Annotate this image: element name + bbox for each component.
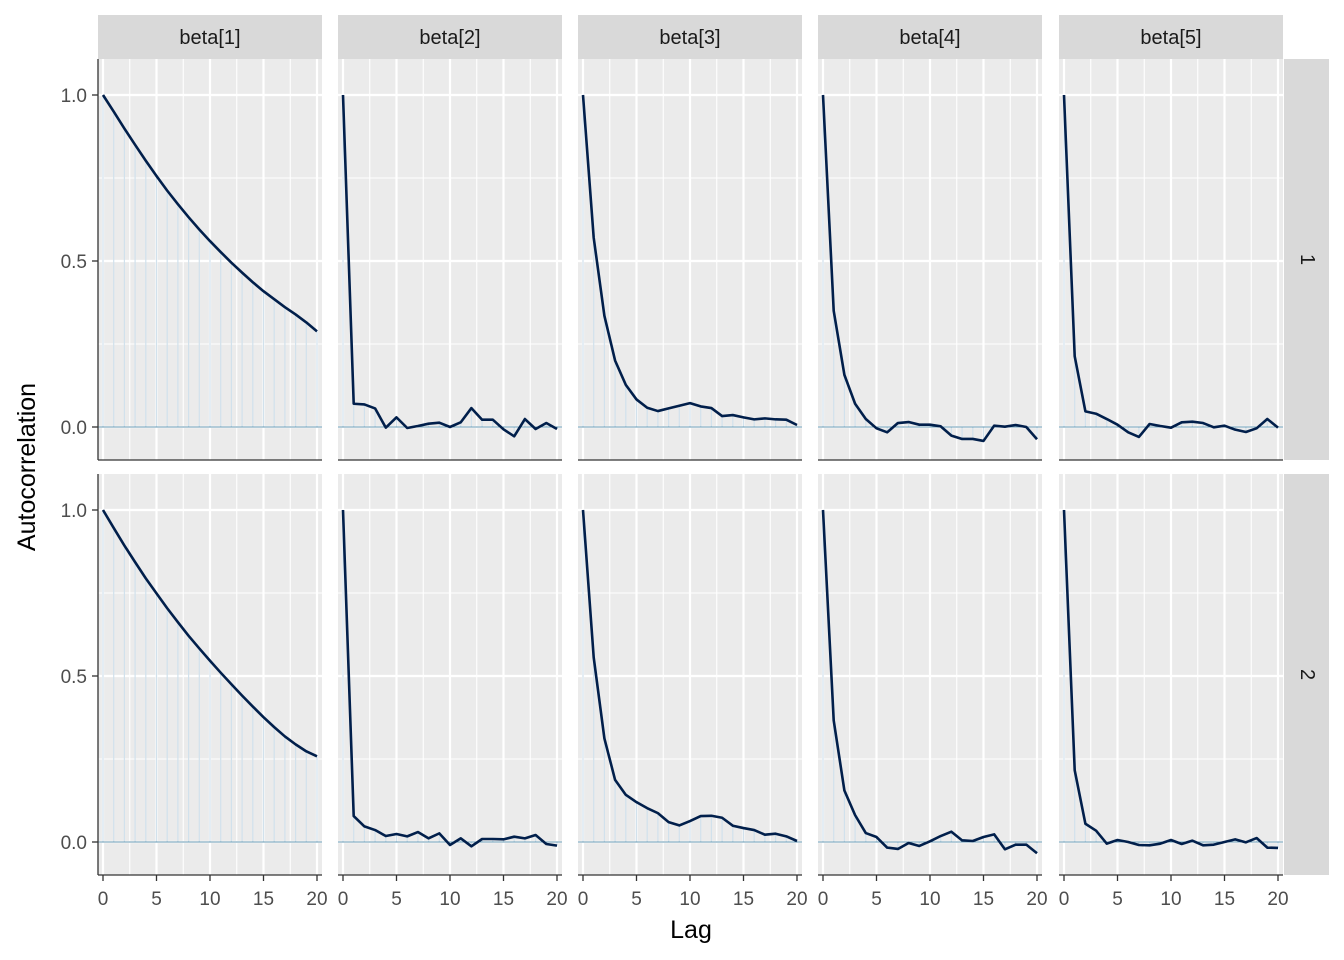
acf-line <box>341 509 558 848</box>
row-strip-label: 1 <box>1296 254 1318 265</box>
y-tick-label: 0.0 <box>61 833 87 854</box>
column-strip <box>1059 15 1283 59</box>
x-tick-label: 10 <box>199 889 220 910</box>
column-strip <box>98 15 322 59</box>
facet-panel <box>1059 59 1283 461</box>
x-tick-label: 10 <box>679 889 700 910</box>
y-tick-label: 0.5 <box>61 667 87 688</box>
facet-panel: 0 5 10 15 20 <box>338 474 568 910</box>
x-tick-label: 0 <box>98 889 109 910</box>
x-tick-label: 20 <box>786 889 807 910</box>
facet-panel <box>818 59 1042 461</box>
row-strip <box>1284 59 1329 460</box>
x-tick-label: 5 <box>871 889 882 910</box>
acf-line <box>1062 509 1279 850</box>
x-tick-label: 20 <box>546 889 567 910</box>
y-tick-label: 1.0 <box>61 501 87 522</box>
x-tick-label: 0 <box>338 889 349 910</box>
y-tick-label: 0.0 <box>61 418 87 439</box>
y-tick-label: 1.0 <box>61 86 87 107</box>
acf-line <box>581 94 798 427</box>
facet-panel <box>338 59 562 461</box>
x-tick-label: 15 <box>493 889 514 910</box>
x-tick-label: 15 <box>1214 889 1235 910</box>
x-tick-label: 10 <box>439 889 460 910</box>
acf-line <box>1062 94 1279 439</box>
x-tick-label: 10 <box>1160 889 1181 910</box>
acf-line <box>821 94 1038 443</box>
acf-line <box>101 509 318 758</box>
facet-panel: 0.0 0.5 1.0 <box>61 59 322 461</box>
x-tick-label: 20 <box>1267 889 1288 910</box>
facet-panel: 0 5 10 15 20 <box>1059 474 1289 910</box>
facet-panel <box>578 59 802 461</box>
x-tick-label: 15 <box>253 889 274 910</box>
facet-panel: 0 5 10 15 20 <box>818 474 1048 910</box>
x-tick-label: 10 <box>919 889 940 910</box>
column-strip-label: beta[1] <box>179 27 240 49</box>
column-strip <box>338 15 562 59</box>
acf-line <box>821 509 1038 855</box>
column-strip-label: beta[5] <box>1140 27 1201 49</box>
x-tick-label: 0 <box>578 889 589 910</box>
x-tick-label: 0 <box>818 889 829 910</box>
column-strip <box>578 15 802 59</box>
column-strip-label: beta[2] <box>419 27 480 49</box>
acf-line <box>341 94 558 438</box>
row-strip-label: 2 <box>1296 669 1318 680</box>
x-tick-label: 20 <box>306 889 327 910</box>
column-strip-label: beta[4] <box>899 27 960 49</box>
y-tick-label: 0.5 <box>61 252 87 273</box>
row-strip <box>1284 474 1329 875</box>
x-tick-label: 0 <box>1059 889 1070 910</box>
column-strip <box>818 15 1042 59</box>
x-tick-label: 5 <box>631 889 642 910</box>
x-tick-label: 5 <box>151 889 162 910</box>
facet-panel: 0 5 10 15 20 <box>578 474 808 910</box>
x-tick-label: 20 <box>1026 889 1047 910</box>
column-strip-label: beta[3] <box>659 27 720 49</box>
facet-panel: 0 5 10 15 20 0.0 0.5 1.0 <box>61 474 328 910</box>
acf-line <box>101 94 318 333</box>
x-axis-title: Lag <box>670 916 712 944</box>
x-tick-label: 5 <box>391 889 402 910</box>
x-tick-label: 5 <box>1112 889 1123 910</box>
acf-line <box>581 509 798 843</box>
x-tick-label: 15 <box>973 889 994 910</box>
y-axis-title: Autocorrelation <box>13 383 41 551</box>
x-tick-label: 15 <box>733 889 754 910</box>
